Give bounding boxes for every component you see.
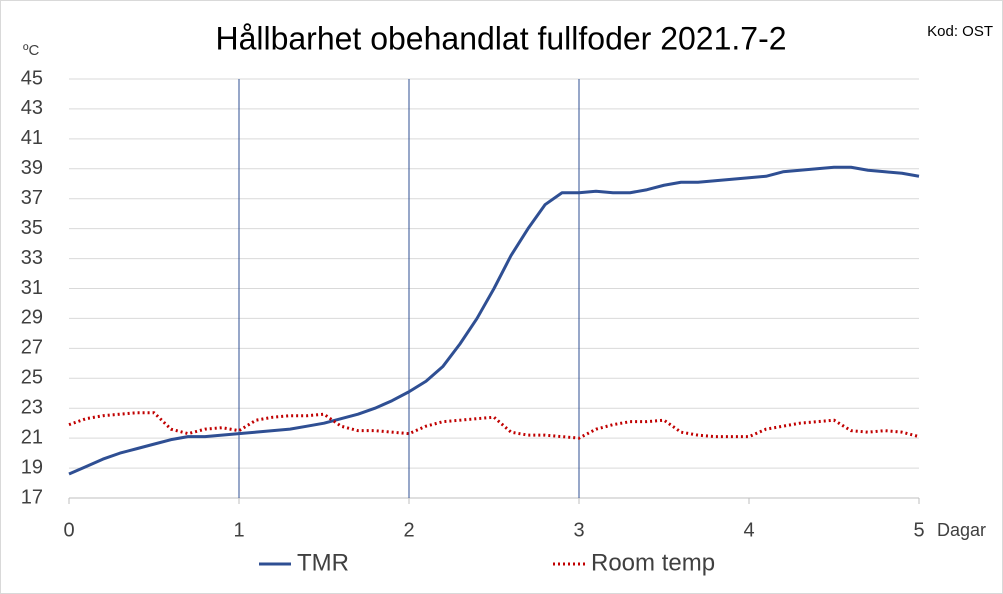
code-label: Kod: OST	[927, 23, 993, 40]
y-tick-label: 45	[21, 67, 43, 89]
y-tick-label: 41	[21, 127, 43, 149]
y-axis-label: ºC	[23, 42, 39, 59]
x-axis-label: Dagar	[937, 520, 986, 540]
y-tick-label: 17	[21, 486, 43, 508]
x-tick-label: 5	[913, 519, 924, 541]
legend-label: Room temp	[591, 549, 715, 576]
legend-label: TMR	[297, 549, 349, 576]
y-tick-label: 25	[21, 367, 43, 389]
x-tick-label: 1	[233, 519, 244, 541]
x-tick-label: 3	[573, 519, 584, 541]
y-tick-label: 27	[21, 337, 43, 359]
series-line	[68, 411, 920, 440]
x-tick-label: 4	[743, 519, 754, 541]
y-tick-label: 23	[21, 396, 43, 418]
chart-title: Hållbarhet obehandlat fullfoder 2021.7-2	[215, 20, 786, 56]
y-tick-label: 43	[21, 97, 43, 119]
series-line	[68, 165, 920, 476]
y-tick-label: 35	[21, 217, 43, 239]
y-tick-label: 33	[21, 247, 43, 269]
y-tick-label: 19	[21, 456, 43, 478]
y-tick-label: 31	[21, 277, 43, 299]
y-tick-label: 37	[21, 187, 43, 209]
x-tick-label: 0	[63, 519, 74, 541]
x-tick-label: 2	[403, 519, 414, 541]
y-tick-label: 29	[21, 307, 43, 329]
y-tick-label: 39	[21, 157, 43, 179]
y-tick-label: 21	[21, 426, 43, 448]
